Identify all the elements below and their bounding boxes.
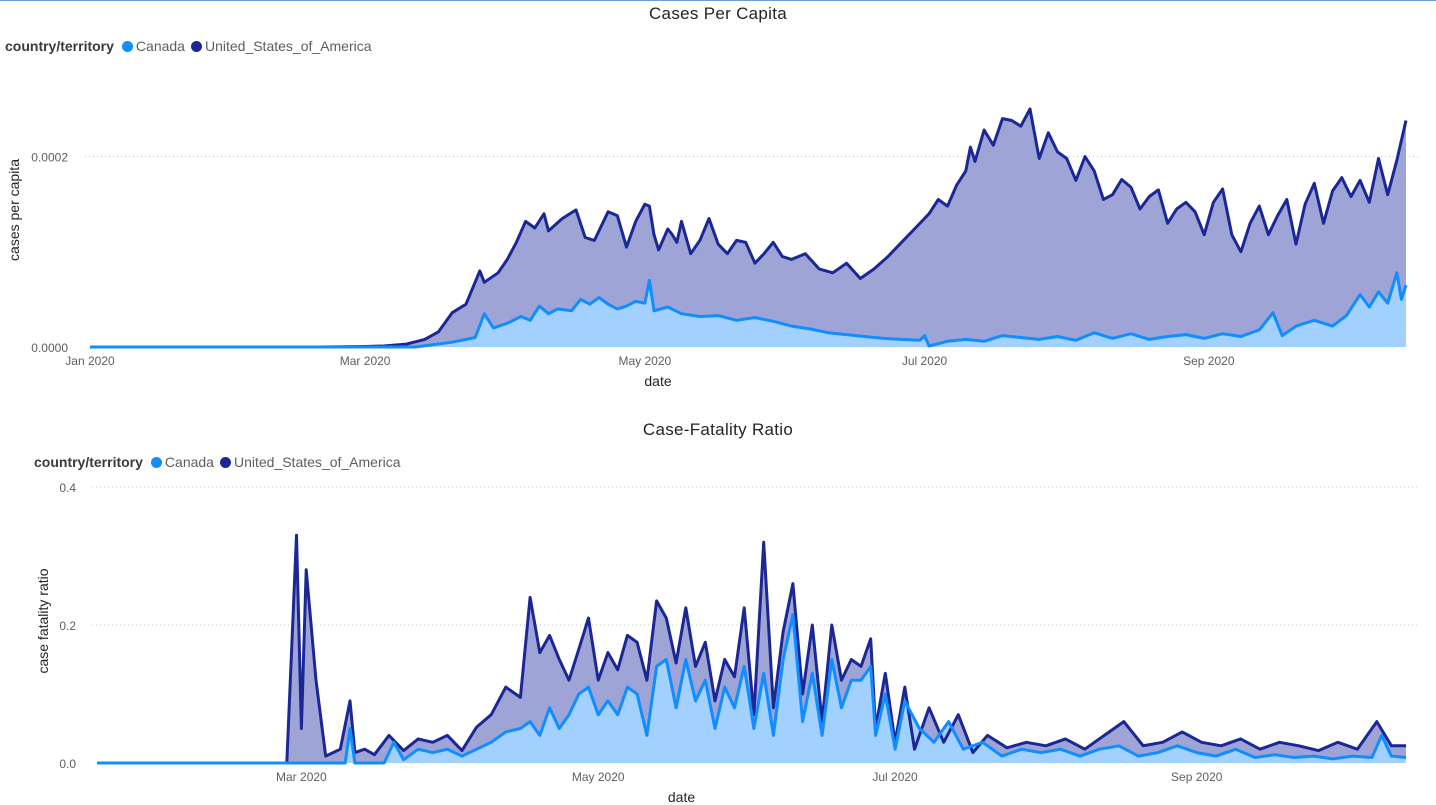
line-united-states-of-america[interactable] — [90, 107, 1408, 349]
line-canada[interactable] — [90, 271, 1408, 349]
x-tick-label: Jul 2020 — [902, 354, 948, 368]
x-tick-label: Jan 2020 — [65, 354, 115, 368]
x-tick-label: May 2020 — [572, 770, 625, 784]
legend-dot-usa — [190, 40, 202, 52]
legend-item-usa[interactable]: United_States_of_America — [219, 454, 401, 470]
x-tick-label: Mar 2020 — [340, 354, 391, 368]
legend-item-canada[interactable]: Canada — [121, 38, 185, 54]
legend-label-canada: Canada — [135, 38, 185, 54]
legend-item-canada[interactable]: Canada — [150, 454, 214, 470]
legend-title: country/territory — [34, 454, 143, 470]
legend-dot-canada — [121, 40, 133, 52]
x-tick-label: Sep 2020 — [1183, 354, 1235, 368]
y-tick-label: 0.0002 — [31, 151, 68, 165]
y-tick-label: 0.0 — [59, 757, 76, 771]
x-tick-label: Mar 2020 — [276, 770, 327, 784]
legend-label-usa: United_States_of_America — [233, 454, 401, 470]
case-fatality-ratio-visual: Case-Fatality Ratio country/territory Ca… — [0, 415, 1436, 805]
legend-label-canada: Canada — [164, 454, 214, 470]
x-axis-title: date — [668, 789, 695, 805]
x-tick-label: May 2020 — [618, 354, 671, 368]
x-axis-title: date — [644, 373, 671, 389]
legend-item-usa[interactable]: United_States_of_America — [190, 38, 372, 54]
legend-label-usa: United_States_of_America — [204, 38, 372, 54]
case-fatality-ratio-plot[interactable]: 0.0 0.2 0.4 Mar 2020 May 2020 Jul 2020 Sep 202… — [0, 415, 1436, 805]
area-canada — [90, 272, 1406, 347]
legend-dot-canada — [150, 456, 162, 468]
line-canada[interactable] — [97, 613, 1407, 765]
area-canada — [97, 614, 1406, 763]
chart-title: Cases Per Capita — [648, 4, 788, 23]
cases-per-capita-plot[interactable]: 0.0000 0.0002 Jan 2020 Mar 2020 May 2020 Jul … — [0, 0, 1436, 400]
y-axis-title: cases per capita — [6, 159, 22, 261]
cases-per-capita-visual: Cases Per Capita country/territory Canad… — [0, 0, 1436, 400]
x-tick-label: Sep 2020 — [1171, 770, 1223, 784]
line-united-states-of-america[interactable] — [97, 533, 1406, 765]
top-border — [0, 0, 1436, 1]
legend: country/territory Canada United_States_o… — [5, 38, 378, 54]
y-tick-label: 0.2 — [59, 619, 76, 633]
x-tick-label: Jul 2020 — [872, 770, 918, 784]
legend-dot-usa — [219, 456, 231, 468]
y-tick-label: 0.4 — [59, 481, 76, 495]
chart-title: Case-Fatality Ratio — [642, 420, 794, 439]
y-tick-label: 0.0000 — [31, 341, 68, 355]
legend-title: country/territory — [5, 38, 114, 54]
legend: country/territory Canada United_States_o… — [34, 454, 407, 470]
area-united-states-of-america — [90, 109, 1406, 347]
y-axis-title: case fatality ratio — [35, 568, 51, 673]
